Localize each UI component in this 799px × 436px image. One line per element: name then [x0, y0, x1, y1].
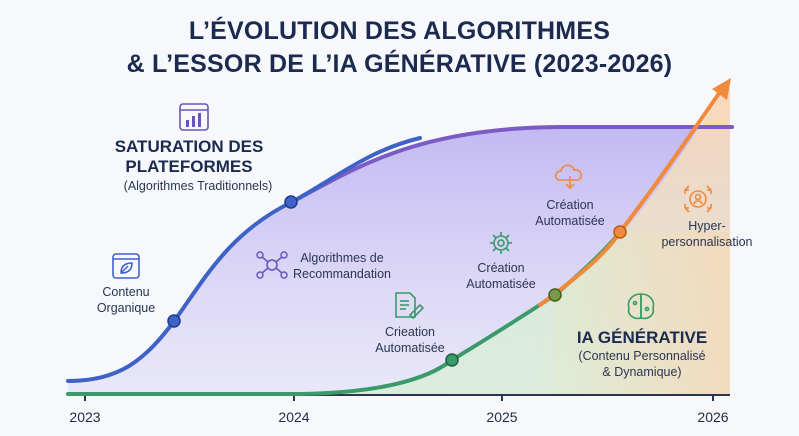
marker-contenu [167, 314, 181, 328]
creation-top-line2: Automatisée [535, 214, 605, 228]
leaf-icon [112, 253, 140, 279]
crieation-line2: Automatisée [375, 341, 445, 355]
target-user-icon [684, 185, 712, 213]
creation-mid-line2: Automatisée [466, 277, 536, 291]
label-recommandation: Algorithmes de Recommandation [282, 250, 402, 282]
saturation-heading: SATURATION DES PLATEFORMES [104, 137, 274, 177]
saturation-subtitle: (Algorithmes Traditionnels) [123, 179, 273, 193]
ia-subtitle: (Contenu Personnalisé & Dynamique) [556, 348, 728, 380]
tick-label-2025: 2025 [486, 409, 518, 425]
crieation-line1: Crieation [384, 325, 436, 339]
reco-line2: Recommandation [293, 267, 391, 281]
marker-creation-mid [548, 288, 562, 302]
generative-ai-growth-arrow [538, 90, 722, 307]
contenu-line1: Contenu [102, 285, 150, 299]
tick-label-2023: 2023 [69, 409, 101, 425]
network-icon [256, 251, 288, 279]
traditional-algorithms-curve [66, 136, 422, 383]
brain-icon [627, 293, 655, 320]
page-title: L’ÉVOLUTION DES ALGORITHMES [188, 17, 611, 45]
arrow-head [712, 78, 731, 100]
saturation-heading-line1: SATURATION DES [114, 137, 264, 156]
contenu-line2: Organique [96, 301, 156, 315]
hyper-line2: personnalisation [661, 235, 753, 249]
cloud-hand-icon [554, 164, 583, 190]
saturation-heading-line2: PLATEFORMES [125, 157, 253, 176]
marker-creation-top [613, 225, 627, 239]
label-creation-mid: Création Automatisée [453, 260, 549, 292]
ia-subtitle-line1: (Contenu Personnalisé [578, 349, 706, 363]
gear-icon [490, 232, 512, 254]
ia-subtitle-line2: & Dynamique) [602, 365, 682, 379]
creation-top-line1: Création [546, 198, 594, 212]
label-contenu-organique: Contenu Organique [86, 284, 166, 316]
label-creation-top: Création Automatisée [522, 197, 618, 229]
hyper-line1: Hyper- [688, 219, 726, 233]
marker-reco [284, 195, 298, 209]
ia-heading: IA GÉNÉRATIVE [576, 328, 708, 347]
document-pen-icon [395, 292, 425, 320]
label-crieation: Crieation Automatisée [365, 324, 455, 356]
reco-line1: Algorithmes de [300, 251, 384, 265]
tick-label-2026: 2026 [697, 409, 729, 425]
creation-mid-line1: Création [477, 261, 525, 275]
page-subtitle: & L’ESSOR DE L’IA GÉNÉRATIVE (2023-2026) [126, 50, 673, 78]
label-hyper-personnalisation: Hyper- personnalisation [655, 218, 759, 250]
dashboard-icon [179, 103, 209, 131]
tick-label-2024: 2024 [278, 409, 310, 425]
ia-area-green [68, 232, 730, 395]
marker-crieation [445, 353, 459, 367]
